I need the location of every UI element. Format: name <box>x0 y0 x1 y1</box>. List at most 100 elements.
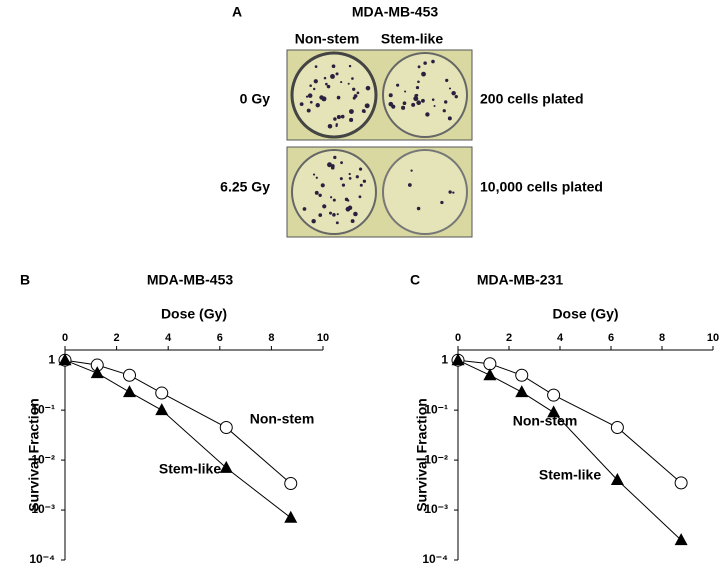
x-tick-label: 4 <box>557 332 564 344</box>
y-tick-label: 1 <box>48 352 55 366</box>
chart-title: MDA-MB-453 <box>147 272 234 288</box>
colony <box>327 162 332 168</box>
point <box>674 476 688 490</box>
panel-label: A <box>232 4 242 20</box>
colony <box>335 124 338 128</box>
colony <box>444 100 448 104</box>
x-axis-label: Dose (Gy) <box>161 306 227 322</box>
colony <box>305 95 309 98</box>
colony <box>348 176 352 180</box>
colony <box>365 85 371 91</box>
colony <box>448 190 452 194</box>
colony <box>448 87 452 90</box>
colony <box>353 94 358 98</box>
point <box>155 386 169 400</box>
colony <box>340 161 343 165</box>
colony <box>340 81 343 84</box>
point <box>219 420 233 434</box>
point <box>610 420 624 434</box>
colony <box>416 206 421 211</box>
point <box>547 388 561 402</box>
colony <box>325 82 328 86</box>
colony <box>336 115 341 120</box>
y-tick-label: 10⁻¹ <box>31 402 55 416</box>
colony <box>309 100 313 104</box>
series-label: Stem-like <box>159 461 221 477</box>
point <box>515 368 529 382</box>
x-tick-label: 10 <box>317 332 329 344</box>
colony <box>404 90 407 93</box>
colony <box>355 175 359 179</box>
x-tick-label: 8 <box>659 332 665 344</box>
colony <box>363 110 366 113</box>
colony <box>358 195 362 199</box>
colony <box>452 92 456 95</box>
point <box>284 510 298 523</box>
colony <box>313 79 318 84</box>
colony <box>333 155 337 160</box>
colony <box>314 190 319 195</box>
x-tick-label: 2 <box>114 332 120 344</box>
x-tick-label: 6 <box>217 332 223 344</box>
colony <box>330 196 333 199</box>
point <box>90 366 104 379</box>
point <box>451 353 465 366</box>
colony <box>431 59 435 64</box>
colony <box>302 207 307 211</box>
colony <box>311 218 316 224</box>
point <box>284 477 298 491</box>
colony <box>352 87 356 91</box>
colony <box>413 96 419 102</box>
photo <box>286 49 473 141</box>
colony <box>341 183 346 187</box>
colonies <box>299 59 458 225</box>
y-tick-label: 10⁻⁴ <box>422 552 448 566</box>
colony <box>388 93 393 98</box>
point <box>674 533 688 546</box>
y-tick-label: 10⁻³ <box>31 502 55 516</box>
series-line <box>64 359 292 519</box>
colony <box>454 94 458 99</box>
series-label: Non-stem <box>513 413 578 429</box>
colony <box>431 98 435 101</box>
point <box>610 472 624 485</box>
colony <box>350 219 355 224</box>
colony <box>335 221 339 225</box>
colony <box>410 169 413 172</box>
colony <box>333 117 337 121</box>
y-axis-label: Survival Fraction <box>414 398 430 512</box>
colony <box>309 84 312 87</box>
colony <box>339 177 343 181</box>
colony <box>348 172 351 176</box>
colony <box>364 103 370 109</box>
colony <box>314 65 318 68</box>
series-line <box>457 359 682 541</box>
point <box>219 460 233 473</box>
point <box>155 403 169 416</box>
colony <box>318 193 322 198</box>
colony <box>340 114 345 119</box>
column-label: Non-stem <box>295 31 360 47</box>
panel-label: C <box>410 272 420 288</box>
x-tick-label: 0 <box>62 332 68 344</box>
colony <box>447 116 452 121</box>
colony <box>401 105 406 110</box>
plated-label: 10,000 cells plated <box>480 179 603 195</box>
colony <box>318 213 323 217</box>
panel-title: MDA-MB-453 <box>352 4 439 20</box>
panel-label: B <box>20 272 30 288</box>
colony <box>348 109 354 114</box>
colony <box>362 179 367 183</box>
x-tick-label: 10 <box>707 332 719 344</box>
y-tick-label: 10⁻² <box>424 452 448 466</box>
colony <box>442 109 446 113</box>
colony <box>307 93 313 98</box>
colony <box>402 101 407 106</box>
point <box>123 385 136 398</box>
colony <box>415 85 420 90</box>
colony <box>327 123 333 129</box>
colony <box>331 164 335 168</box>
colony <box>326 84 331 89</box>
colony <box>356 91 360 95</box>
